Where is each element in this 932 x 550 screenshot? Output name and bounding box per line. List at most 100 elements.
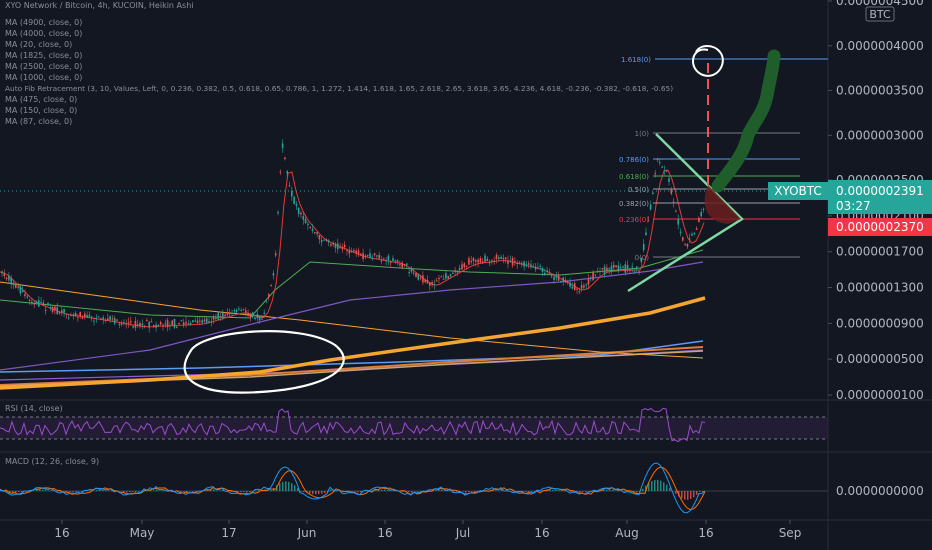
macd-histogram-bar [438,490,440,491]
last-price-box [828,180,932,214]
candle-body [677,218,679,225]
indicator-ma-2500[interactable]: MA (2500, close, 0) [5,62,83,71]
candle-body [134,320,137,328]
chart-title[interactable]: XYO Network / Bitcoin, 4h, KUCOIN, Heiki… [5,1,194,10]
indicator-ma-4900[interactable]: MA (4900, close, 0) [5,18,83,27]
candle-body [373,253,376,256]
indicator-ma-20[interactable]: MA (20, close, 0) [5,40,73,49]
macd-histogram-bar [153,490,155,491]
candle-body [585,284,587,286]
indicator-ma-4000[interactable]: MA (4000, close, 0) [5,29,83,38]
candle-body [215,317,217,319]
candle-body [523,261,525,267]
macd-histogram-bar [279,483,281,491]
candle-body [626,264,629,269]
macd-histogram-bar [81,491,83,492]
candle-body [93,320,95,322]
candle-body [26,296,29,298]
indicator-ma-150[interactable]: MA (150, close, 0) [5,106,78,115]
macd-label[interactable]: MACD (12, 26, close, 9) [5,457,100,466]
macd-histogram-bar [495,490,497,491]
candle-body [679,231,682,234]
macd-histogram-bar [354,491,356,492]
fib-level-label: 0.236(0) [619,216,649,224]
macd-histogram-bar [18,491,20,493]
candle-body [293,196,295,205]
indicator-ma-475[interactable]: MA (475, close, 0) [5,95,78,104]
candle-body [141,323,144,326]
last-price-label: 0.0000002391 [836,184,924,198]
macd-histogram-bar [135,491,137,493]
candle-body [334,243,337,248]
macd-histogram-bar [474,491,476,492]
candle-body [291,190,293,197]
candle-body [8,275,10,281]
candle-body [343,244,346,248]
candle-body [488,262,491,264]
macd-histogram-bar [681,491,683,499]
macd-histogram-bar [387,489,389,491]
macd-histogram-bar [330,489,332,491]
candle-body [376,255,378,257]
macd-histogram-bar [588,491,590,492]
macd-histogram-bar [162,490,164,491]
candle-body [537,267,539,269]
indicator-auto-fib[interactable]: Auto Fib Retracement (3, 10, Values, Lef… [5,84,674,93]
candle-body [557,275,560,281]
candle-body [84,313,86,317]
indicator-ma-87[interactable]: MA (87, close, 0) [5,117,73,126]
macd-histogram-bar [138,491,140,492]
macd-histogram-bar [375,489,377,491]
candle-body [231,312,233,314]
macd-histogram-bar [468,491,470,493]
candle-body [118,323,121,325]
candle-body [150,321,153,323]
indicator-ma-1000[interactable]: MA (1000, close, 0) [5,73,83,82]
candle-body [348,250,351,254]
indicator-ma-1825[interactable]: MA (1825, close, 0) [5,51,83,60]
candle-body [314,231,316,233]
candle-body [81,317,84,319]
macd-histogram-bar [288,481,290,491]
candle-body [403,264,406,266]
rsi-band [0,417,828,439]
time-tick-label: Jun [297,526,317,540]
macd-histogram-bar [585,491,587,493]
candle-body [139,322,141,327]
macd-histogram-bar [69,491,71,493]
candle-body [463,263,466,268]
macd-histogram-bar [189,491,191,492]
candle-body [401,262,403,268]
candle-body [189,322,192,324]
candle-body [173,318,176,328]
macd-histogram-bar [486,489,488,491]
candle-body [629,269,631,271]
candle-body [445,273,447,279]
candle-body [594,274,597,276]
candle-body [417,273,420,280]
macd-histogram-bar [384,489,386,491]
price-tick-label: 0.0000003500 [836,84,924,98]
candle-body [406,263,408,265]
candle-body [199,320,201,322]
candle-body [638,271,640,273]
rsi-label[interactable]: RSI (14, close) [5,404,63,413]
candle-body [661,166,663,168]
macd-histogram-bar [231,491,233,492]
candle-body [3,273,6,276]
candle-body [242,309,245,311]
candle-body [350,250,353,253]
candle-body [663,170,666,172]
price-tick-label: 0.0000001700 [836,245,924,259]
macd-histogram-bar [291,483,293,491]
candle-body [327,240,330,243]
currency-badge [865,6,895,22]
time-tick-label: Jul [455,526,470,540]
macd-histogram-bar [222,489,224,491]
macd-histogram-bar [696,491,698,495]
candle-body [392,258,394,261]
macd-histogram-bar [126,491,128,493]
candle-body [408,272,410,274]
candle-body [272,273,275,276]
